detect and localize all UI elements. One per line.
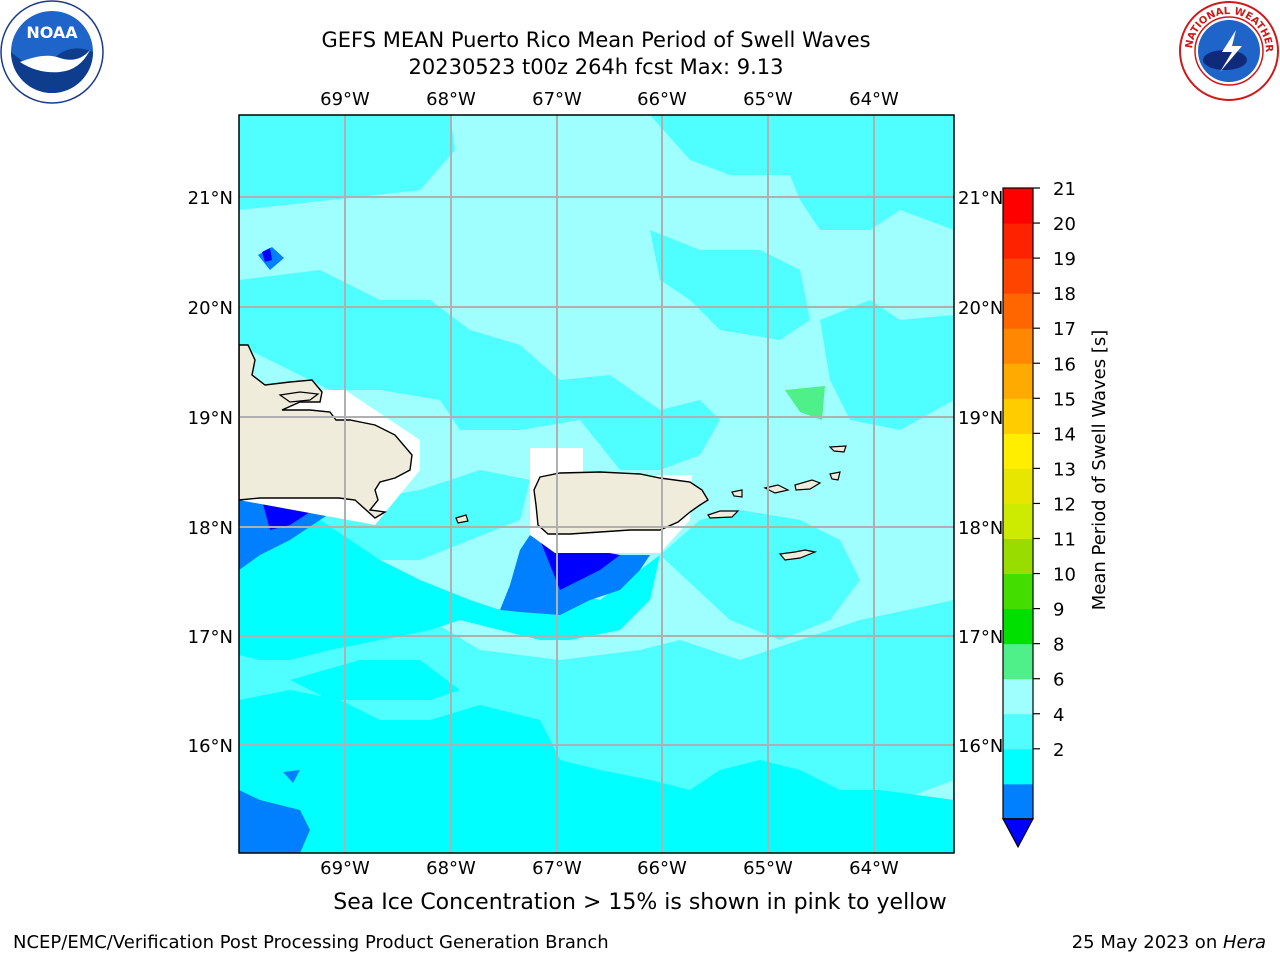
latitude-label: 20°N (958, 298, 1003, 319)
longitude-label: 64°W (849, 89, 899, 110)
colorbar-tick-label: 2 (1053, 740, 1064, 761)
latitude-label: 21°N (958, 188, 1003, 209)
longitude-labels-top: 69°W 68°W 67°W 66°W 65°W 64°W (320, 89, 899, 110)
footer-date: 25 May 2023 on Hera (1072, 932, 1266, 953)
colorbar-tick-label: 13 (1053, 459, 1076, 480)
latitude-label: 19°N (958, 408, 1003, 429)
longitude-label: 69°W (320, 89, 370, 110)
colorbar-segment (1003, 398, 1033, 434)
colorbar-segment (1003, 503, 1033, 539)
colorbar-tick-label: 18 (1053, 284, 1076, 305)
nws-logo: NATIONAL WEATHER SERVICE (1178, 0, 1279, 101)
colorbar-segment (1003, 748, 1033, 785)
latitude-label: 16°N (958, 736, 1003, 757)
colorbar-tick-label: 11 (1053, 530, 1076, 551)
longitude-label: 66°W (637, 89, 687, 110)
colorbar-tick-label: 19 (1053, 249, 1076, 270)
colorbar-segment (1003, 573, 1033, 610)
swell-period-field (239, 115, 954, 853)
colorbar: 21 20 19 18 17 16 15 14 13 12 11 10 9 8 6 4 2 (1001, 179, 1076, 849)
colorbar-tick-label: 6 (1053, 670, 1064, 691)
latitude-label: 17°N (188, 627, 233, 648)
latitude-label: 20°N (188, 298, 233, 319)
latitude-label: 18°N (188, 518, 233, 539)
colorbar-segment (1003, 258, 1033, 294)
longitude-label: 69°W (320, 858, 370, 879)
colorbar-segment (1003, 713, 1033, 750)
colorbar-tick-label: 21 (1053, 179, 1076, 200)
latitude-labels-right: 21°N 20°N 19°N 18°N 17°N 16°N (958, 188, 1003, 757)
longitude-label: 65°W (743, 858, 793, 879)
colorbar-tick-label: 8 (1053, 635, 1064, 656)
colorbar-tick-label: 20 (1053, 214, 1076, 235)
longitude-label: 67°W (532, 89, 582, 110)
longitude-label: 64°W (849, 858, 899, 879)
colorbar-tick-label: 16 (1053, 354, 1076, 375)
colorbar-tick-label: 4 (1053, 705, 1064, 726)
tortuga-island (278, 391, 320, 403)
longitude-label: 68°W (426, 858, 476, 879)
colorbar-label: Mean Period of Swell Waves [s] (1089, 330, 1110, 611)
st-thomas-island (763, 484, 790, 494)
colorbar-segment (1003, 608, 1033, 645)
anegada-island (828, 445, 847, 453)
latitude-label: 17°N (958, 627, 1003, 648)
st-croix-island (778, 549, 818, 561)
colorbar-tick-label: 15 (1053, 389, 1076, 410)
longitude-label: 68°W (426, 89, 476, 110)
colorbar-segment (1003, 468, 1033, 504)
latitude-label: 18°N (958, 518, 1003, 539)
noaa-logo: NOAA (0, 0, 104, 104)
colorbar-extend-triangle (1001, 818, 1035, 849)
virgin-gorda-island (829, 471, 841, 481)
colorbar-segment (1003, 783, 1033, 820)
colorbar-tick-label: 10 (1053, 565, 1076, 586)
map-frame (238, 114, 955, 854)
longitude-label: 67°W (532, 858, 582, 879)
footer-date-text: 25 May 2023 on (1071, 932, 1223, 953)
map-gridlines (239, 115, 954, 853)
colorbar-segment (1003, 188, 1033, 224)
footer-host: Hera (1222, 932, 1266, 953)
period-9-10-patch (785, 386, 825, 420)
colorbar-tick-label: 14 (1053, 424, 1076, 445)
colorbar-tick-label: 9 (1053, 600, 1064, 621)
latitude-label: 21°N (188, 188, 233, 209)
hispaniola-land (239, 344, 413, 519)
tortola-island (794, 479, 822, 491)
colorbar-segment (1003, 223, 1033, 259)
colorbar-segment (1003, 538, 1033, 575)
longitude-label: 66°W (637, 858, 687, 879)
chart-subtitle: 20230523 t00z 264h fcst Max: 9.13 (408, 55, 784, 79)
colorbar-segment (1003, 293, 1033, 329)
footer-branch: NCEP/EMC/Verification Post Processing Pr… (13, 932, 609, 953)
mona-island (455, 514, 469, 524)
latitude-labels-left: 21°N 20°N 19°N 18°N 17°N 16°N (188, 188, 233, 757)
sea-ice-footnote: Sea Ice Concentration > 15% is shown in … (333, 890, 947, 915)
colorbar-tick-label: 12 (1053, 494, 1076, 515)
noaa-logo-text: NOAA (26, 23, 78, 42)
colorbar-tick-label: 17 (1053, 319, 1076, 340)
colorbar-segment (1003, 678, 1033, 715)
longitude-labels-bottom: 69°W 68°W 67°W 66°W 65°W 64°W (320, 858, 899, 879)
vieques-island (707, 510, 740, 519)
colorbar-segment (1003, 328, 1033, 364)
culebra-island (731, 489, 743, 498)
colorbar-segment (1003, 433, 1033, 469)
latitude-label: 16°N (188, 736, 233, 757)
colorbar-segment (1003, 363, 1033, 399)
chart-title: GEFS MEAN Puerto Rico Mean Period of Swe… (321, 28, 871, 52)
colorbar-segment (1003, 643, 1033, 680)
longitude-label: 65°W (743, 89, 793, 110)
latitude-label: 19°N (188, 408, 233, 429)
